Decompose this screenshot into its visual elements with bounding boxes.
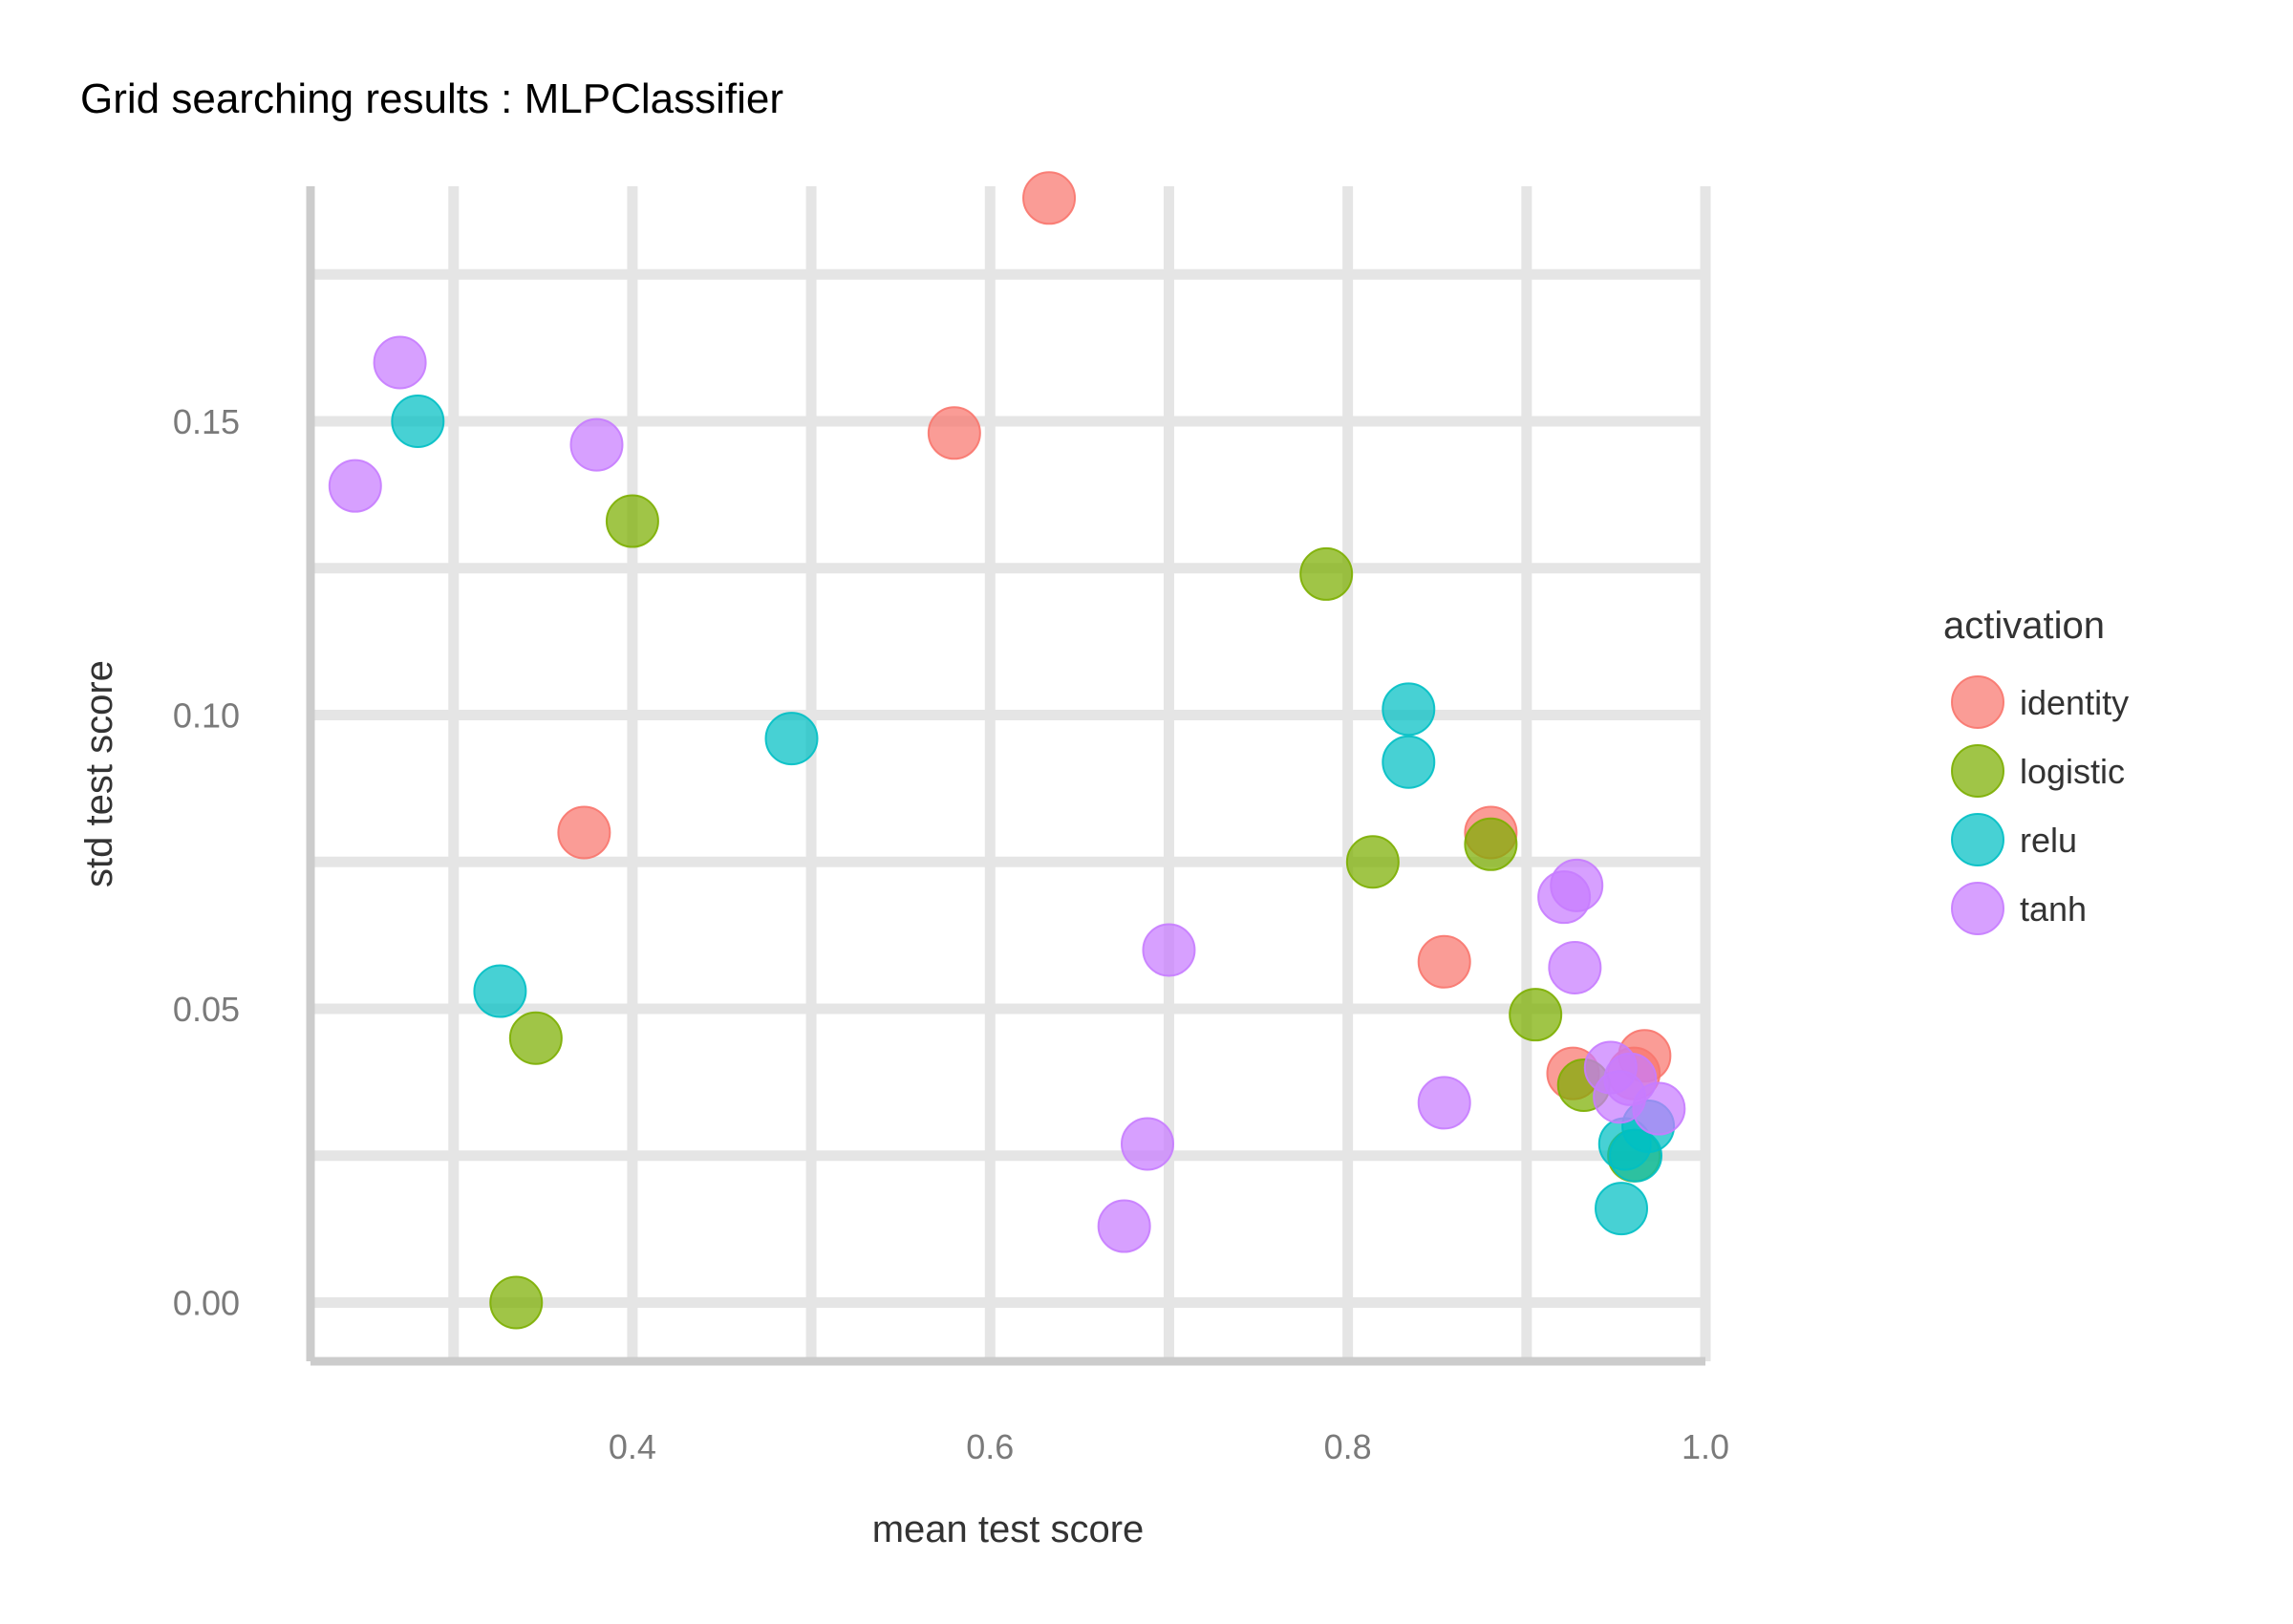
x-tick-label: 1.0 <box>1682 1427 1729 1466</box>
data-point-logistic <box>489 1275 544 1330</box>
data-point-logistic <box>1299 546 1354 601</box>
series-relu <box>391 395 1676 1236</box>
data-point-tanh <box>1121 1117 1174 1171</box>
legend-label-tanh: tanh <box>2020 889 2087 929</box>
y-tick-labels: 0.00 0.05 0.10 0.15 <box>173 402 240 1323</box>
x-tick-label: 0.6 <box>966 1427 1014 1466</box>
legend-key-logistic <box>1951 744 2004 798</box>
data-points <box>328 171 1686 1330</box>
data-point-relu <box>1595 1182 1649 1236</box>
legend-label-identity: identity <box>2020 683 2129 722</box>
data-point-tanh <box>1632 1081 1686 1136</box>
x-tick-label: 0.8 <box>1324 1427 1372 1466</box>
data-point-logistic <box>508 1011 563 1065</box>
data-point-relu <box>1382 682 1436 737</box>
data-point-tanh <box>569 417 624 472</box>
x-tick-labels: 0.4 0.6 0.8 1.0 <box>609 1427 1729 1466</box>
y-axis-title: std test score <box>78 660 120 887</box>
y-tick-label: 0.00 <box>173 1284 240 1323</box>
data-point-tanh <box>328 459 382 513</box>
axes <box>306 186 1705 1366</box>
data-point-tanh <box>1537 870 1592 925</box>
legend-title: activation <box>1943 605 2105 647</box>
data-point-relu <box>391 395 445 448</box>
data-point-tanh <box>373 335 427 390</box>
data-point-logistic <box>1509 988 1563 1042</box>
data-point-identity <box>1022 171 1077 225</box>
series-logistic <box>489 494 1661 1330</box>
grid-lines <box>311 186 1711 1361</box>
legend-key-identity <box>1951 675 2004 729</box>
legend: activation identity logistic relu tanh <box>1943 605 2129 935</box>
data-point-logistic <box>605 494 659 548</box>
y-tick-label: 0.05 <box>173 990 240 1029</box>
legend-key-tanh <box>1951 882 2004 935</box>
data-point-tanh <box>1097 1199 1151 1253</box>
data-point-identity <box>1417 934 1471 989</box>
data-point-logistic <box>1345 835 1400 889</box>
data-point-tanh <box>1417 1076 1471 1130</box>
legend-label-logistic: logistic <box>2020 752 2125 791</box>
y-tick-label: 0.10 <box>173 696 240 736</box>
data-point-relu <box>1382 735 1436 789</box>
data-point-relu <box>764 712 819 766</box>
legend-key-relu <box>1951 813 2004 866</box>
data-point-tanh <box>1548 940 1602 994</box>
data-point-tanh <box>1142 923 1196 977</box>
legend-label-relu: relu <box>2020 821 2077 860</box>
chart-title: Grid searching results : MLPClassifier <box>80 75 783 122</box>
series-tanh <box>328 335 1686 1253</box>
y-tick-label: 0.15 <box>173 402 240 441</box>
series-identity <box>557 171 1672 1100</box>
data-point-identity <box>927 406 981 460</box>
data-point-logistic <box>1464 817 1518 871</box>
data-point-relu <box>473 964 527 1018</box>
x-tick-label: 0.4 <box>609 1427 656 1466</box>
x-axis-title: mean test score <box>872 1508 1145 1550</box>
data-point-identity <box>557 805 611 860</box>
